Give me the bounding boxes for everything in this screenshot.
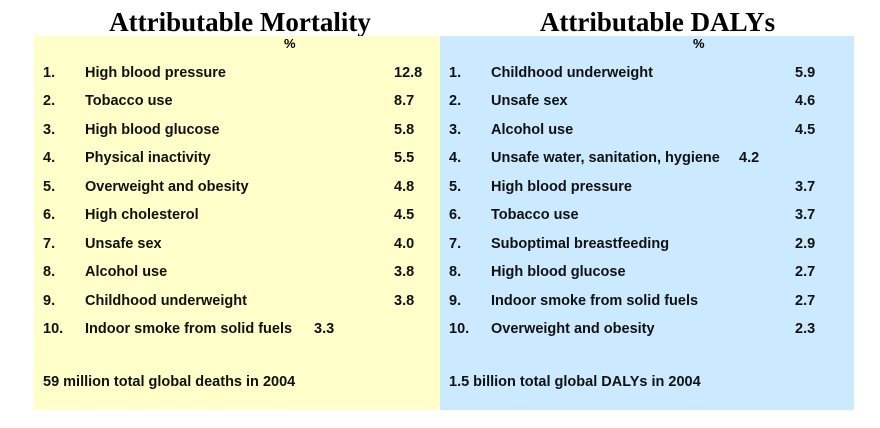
percent-value: 3.8 (394, 293, 415, 309)
percent-value: 3.7 (795, 207, 816, 223)
mortality-unit-label: % (284, 36, 296, 51)
rank-number: 6. (43, 207, 56, 223)
mortality-row: 6. High cholesterol 4.5 (34, 204, 441, 226)
risk-factor-label: Unsafe sex (85, 236, 162, 252)
percent-value: 4.6 (795, 93, 816, 109)
rank-number: 7. (449, 236, 462, 252)
dalys-row: 6. Tobacco use 3.7 (440, 204, 854, 226)
rank-number: 1. (43, 65, 56, 81)
risk-factor-label: Tobacco use (85, 93, 173, 109)
rank-number: 4. (449, 150, 462, 166)
mortality-row: 8. Alcohol use 3.8 (34, 261, 441, 283)
dalys-unit-label: % (693, 36, 705, 51)
percent-value: 5.8 (394, 122, 415, 138)
risk-factor-label: Physical inactivity (85, 150, 211, 166)
risk-factor-label: High blood glucose (491, 264, 626, 280)
percent-value: 5.9 (795, 65, 816, 81)
rank-number: 9. (43, 293, 56, 309)
mortality-title: Attributable Mortality (109, 7, 371, 37)
mortality-row: 7. Unsafe sex 4.0 (34, 233, 441, 255)
risk-factor-label: Overweight and obesity (85, 179, 249, 195)
dalys-total-footer: 1.5 billion total global DALYs in 2004 (449, 374, 701, 390)
dalys-row: 5. High blood pressure 3.7 (440, 176, 854, 198)
rank-number: 2. (43, 93, 56, 109)
mortality-total-footer: 59 million total global deaths in 2004 (43, 374, 296, 390)
risk-factor-label: Alcohol use (85, 264, 168, 280)
rank-number: 6. (449, 207, 462, 223)
risk-factor-label: Overweight and obesity (491, 321, 655, 337)
rank-number: 10. (43, 321, 64, 337)
percent-value: 3.8 (394, 264, 415, 280)
percent-value: 5.5 (394, 150, 415, 166)
percent-value: 12.8 (394, 65, 423, 81)
risk-factor-label: Tobacco use (491, 207, 579, 223)
rank-number: 9. (449, 293, 462, 309)
risk-factor-label: High cholesterol (85, 207, 199, 223)
risk-factor-label: Indoor smoke from solid fuels (491, 293, 699, 309)
dalys-row: 2. Unsafe sex 4.6 (440, 90, 854, 112)
percent-value: 8.7 (394, 93, 415, 109)
rank-number: 7. (43, 236, 56, 252)
risk-factor-label: High blood glucose (85, 122, 220, 138)
percent-value: 3.7 (795, 179, 816, 195)
risk-factor-label: Alcohol use (491, 122, 574, 138)
percent-value: 2.3 (795, 321, 816, 337)
dalys-panel: % 1. Childhood underweight 5.9 2. Unsafe… (440, 36, 854, 410)
percent-value: 4.2 (739, 150, 760, 166)
risk-factor-label: Unsafe sex (491, 93, 568, 109)
percent-value: 2.7 (795, 293, 816, 309)
percent-value: 4.5 (394, 207, 415, 223)
dalys-title: Attributable DALYs (539, 7, 776, 37)
dalys-row: 10. Overweight and obesity 2.3 (440, 318, 854, 340)
dalys-row: 4. Unsafe water, sanitation, hygiene 4.2 (440, 147, 854, 169)
risk-factor-label: High blood pressure (491, 179, 632, 195)
risk-factor-label: Suboptimal breastfeeding (491, 236, 670, 252)
mortality-row: 10. Indoor smoke from solid fuels 3.3 (34, 318, 441, 340)
percent-value: 4.8 (394, 179, 415, 195)
mortality-row: 5. Overweight and obesity 4.8 (34, 176, 441, 198)
rank-number: 5. (449, 179, 462, 195)
rank-number: 1. (449, 65, 462, 81)
rank-number: 4. (43, 150, 56, 166)
risk-factor-label: Indoor smoke from solid fuels (85, 321, 293, 337)
dalys-row: 3. Alcohol use 4.5 (440, 119, 854, 141)
dalys-row: 8. High blood glucose 2.7 (440, 261, 854, 283)
rank-number: 10. (449, 321, 470, 337)
rank-number: 3. (43, 122, 56, 138)
mortality-panel: % 1. High blood pressure 12.8 2. Tobacco… (34, 36, 441, 410)
risk-factor-label: High blood pressure (85, 65, 226, 81)
percent-value: 4.5 (795, 122, 816, 138)
rank-number: 5. (43, 179, 56, 195)
risk-factor-label: Childhood underweight (491, 65, 653, 81)
percent-value: 2.7 (795, 264, 816, 280)
mortality-row: 1. High blood pressure 12.8 (34, 62, 441, 84)
rank-number: 3. (449, 122, 462, 138)
dalys-row: 7. Suboptimal breastfeeding 2.9 (440, 233, 854, 255)
mortality-row: 2. Tobacco use 8.7 (34, 90, 441, 112)
risk-factor-label: Unsafe water, sanitation, hygiene (491, 150, 720, 166)
mortality-row: 9. Childhood underweight 3.8 (34, 290, 441, 312)
rank-number: 8. (449, 264, 462, 280)
percent-value: 4.0 (394, 236, 415, 252)
mortality-row: 3. High blood glucose 5.8 (34, 119, 441, 141)
mortality-row: 4. Physical inactivity 5.5 (34, 147, 441, 169)
rank-number: 8. (43, 264, 56, 280)
percent-value: 3.3 (314, 321, 335, 337)
risk-factor-label: Childhood underweight (85, 293, 247, 309)
percent-value: 2.9 (795, 236, 816, 252)
dalys-row: 1. Childhood underweight 5.9 (440, 62, 854, 84)
dalys-row: 9. Indoor smoke from solid fuels 2.7 (440, 290, 854, 312)
rank-number: 2. (449, 93, 462, 109)
